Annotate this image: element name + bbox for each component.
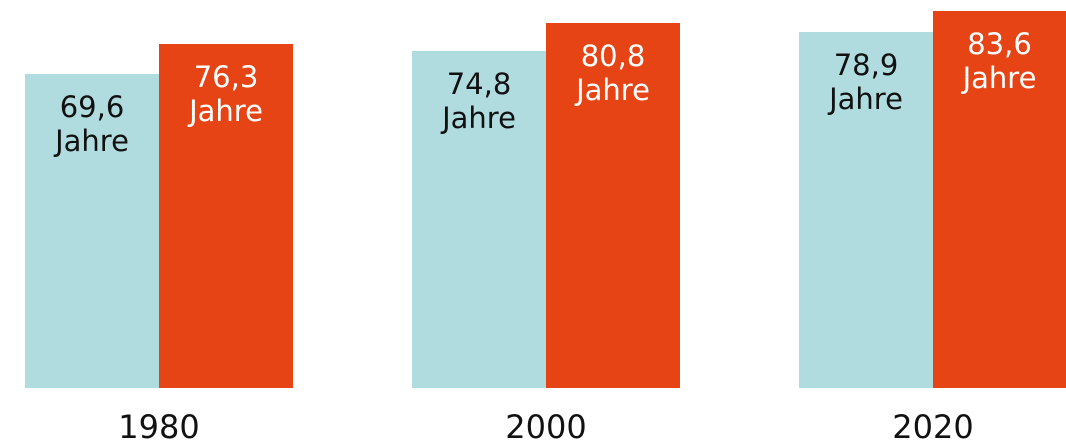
x-tick-label: 2000 [505,408,587,446]
bar: 74,8 Jahre [412,50,546,388]
bar: 83,6 Jahre [933,10,1066,388]
x-tick-label: 2020 [892,408,974,446]
value-label: 69,6 Jahre [55,89,129,158]
value-label: 76,3 Jahre [189,59,263,128]
bar: 69,6 Jahre [25,73,159,388]
value-label: 80,8 Jahre [576,39,650,108]
value-label: 74,8 Jahre [442,66,516,135]
x-tick-label: 1980 [118,408,200,446]
bar: 80,8 Jahre [546,23,680,388]
bar: 78,9 Jahre [799,32,933,388]
bar: 76,3 Jahre [159,43,293,388]
value-label: 83,6 Jahre [962,26,1037,95]
value-label: 78,9 Jahre [829,48,903,117]
